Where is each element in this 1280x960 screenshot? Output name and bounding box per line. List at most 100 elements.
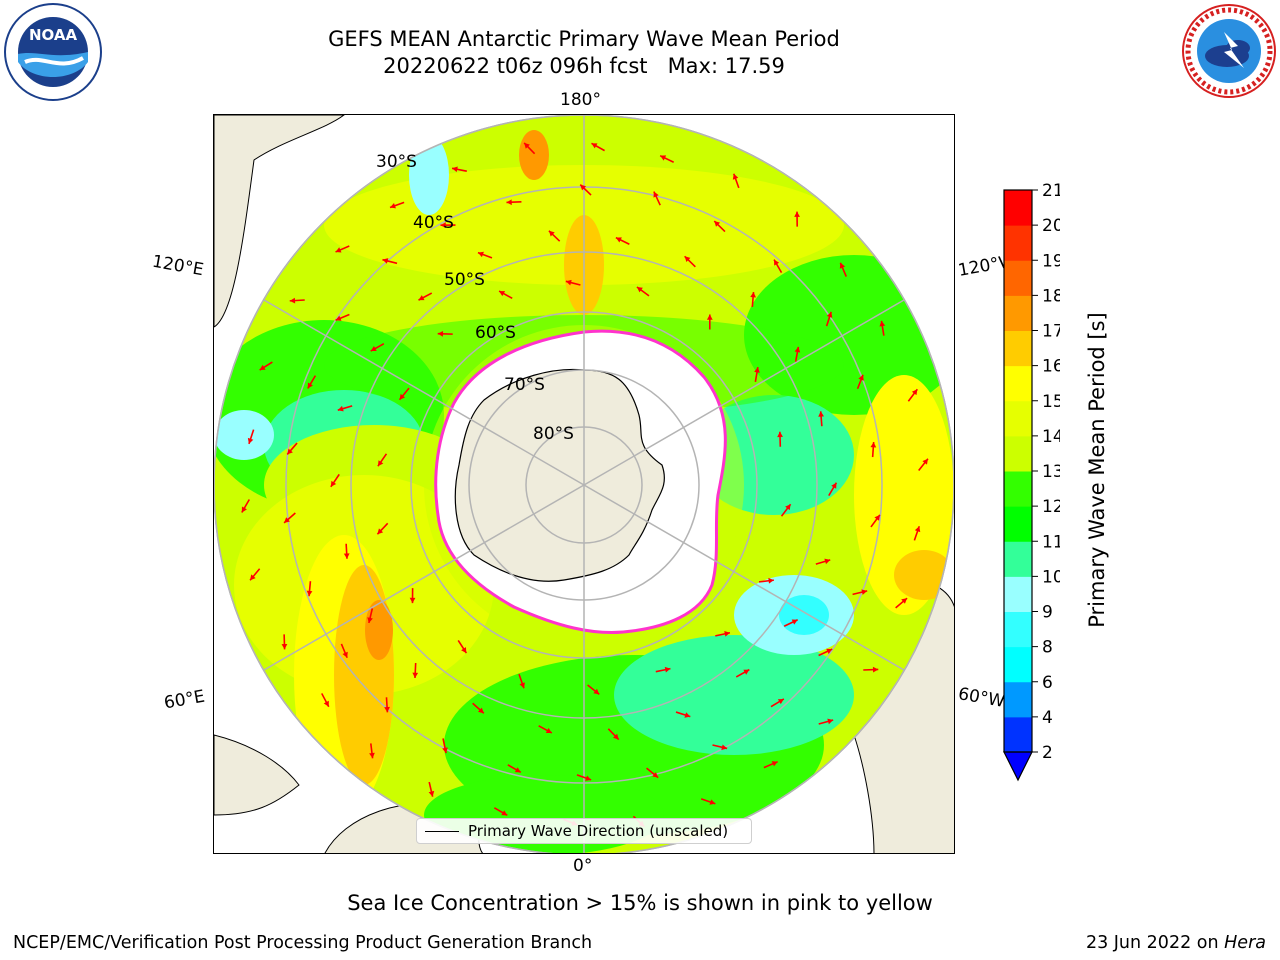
colorbar-bin <box>1004 716 1032 753</box>
colorbar-tick-label: 16 <box>1042 357 1060 377</box>
wave-arrow-head <box>818 411 824 417</box>
wave-arrow-head <box>289 297 296 304</box>
wave-arrow-head <box>428 790 435 797</box>
wave-arrow-head <box>548 230 555 237</box>
colorbar-bin <box>1004 541 1032 577</box>
wave-arrow-head <box>684 712 691 718</box>
colorbar-bin <box>1004 681 1032 718</box>
colorbar-tick-label: 19 <box>1042 251 1060 271</box>
colorbar-tick-label: 10 <box>1042 567 1060 587</box>
wave-arrow-head <box>343 553 350 559</box>
colorbar-bin <box>1004 330 1032 367</box>
wave-arrow-head <box>750 292 756 298</box>
wave-arrow-head <box>506 199 512 206</box>
chart-title: GEFS MEAN Antarctic Primary Wave Mean Pe… <box>328 27 840 51</box>
wave-arrow-head <box>714 221 721 227</box>
footer-date-text: 23 Jun 2022 on <box>1085 933 1225 953</box>
colorbar-tick-label: 14 <box>1042 427 1060 447</box>
wave-arrow-head <box>342 651 348 658</box>
wave-arrow-head <box>461 647 467 654</box>
wave-arrow-head <box>337 405 344 412</box>
noaa-logo: NOAA <box>4 3 102 101</box>
wave-arrow-head <box>653 191 659 198</box>
wave-arrow-head <box>922 458 928 465</box>
colorbar-bin <box>1004 506 1032 542</box>
wave-arrow-head <box>709 799 716 805</box>
wave-arrow-head <box>615 237 622 243</box>
wave-arrow-head <box>437 330 444 337</box>
colorbar-tick-label: 21 <box>1042 181 1060 201</box>
colorbar-tick-label: 11 <box>1042 532 1060 552</box>
wave-arrow-head <box>367 617 373 623</box>
wave-arrow-head <box>585 775 592 781</box>
wave-arrow-head <box>684 256 691 263</box>
wave-arrow-head <box>580 184 587 191</box>
wave-arrow-head <box>442 747 448 754</box>
wave-arrow-head <box>250 574 256 581</box>
wave-arrow-head <box>914 526 921 533</box>
colorbar-bin <box>1004 400 1032 437</box>
wave-arrow-head <box>732 173 739 180</box>
colorbar-tick-label: 6 <box>1042 673 1053 693</box>
footer-host: Hera <box>1224 933 1266 953</box>
chart-subtitle: 20220622 t06z 096h fcst Max: 17.59 <box>383 54 785 78</box>
wave-arrow-head <box>477 707 484 714</box>
lon-label-0: 0° <box>573 856 593 876</box>
colorbar-tick-label: 13 <box>1042 462 1060 482</box>
lat-label-50s: 50°S <box>444 270 485 290</box>
lat-label-40s: 40°S <box>413 213 454 233</box>
wave-arrow-head <box>323 700 329 707</box>
colorbar-tick-label: 18 <box>1042 286 1060 306</box>
wave-arrow-head <box>399 393 406 400</box>
map-panel <box>213 114 955 854</box>
wave-arrow-head <box>241 506 247 513</box>
wave-arrow-head <box>831 482 837 489</box>
wave-arrow-head <box>284 517 290 523</box>
wave-arrow-head <box>613 733 619 740</box>
colorbar-bin <box>1004 611 1032 648</box>
wave-arrow-head <box>335 247 342 253</box>
wave-arrow-head <box>382 258 389 264</box>
colorbar-bin <box>1004 295 1032 331</box>
wave-arrow-head <box>874 514 880 521</box>
wave-arrow-head <box>390 202 396 209</box>
colorbar-bin <box>1004 260 1032 296</box>
colorbar-bin <box>1004 365 1032 402</box>
wave-arrow-head <box>247 437 254 444</box>
colorbar-bin <box>1004 471 1032 507</box>
wave-arrow-head <box>636 286 643 293</box>
wave-arrow-head <box>901 598 908 604</box>
wave-arrow-head <box>477 251 484 258</box>
wave-arrow-head <box>706 314 713 320</box>
wave-arrow-head <box>499 291 506 297</box>
colorbar-bin <box>1004 646 1032 683</box>
wave-arrow-head <box>384 706 390 713</box>
wave-arrow-head <box>777 431 783 438</box>
legend-label: Primary Wave Direction (unscaled) <box>468 822 729 840</box>
colorbar-bin <box>1004 225 1032 261</box>
wave-arrow-head <box>418 295 425 301</box>
wave-arrow-head <box>768 577 774 584</box>
wave-arrow-head <box>652 772 659 778</box>
wave-arrow-head <box>827 718 834 725</box>
lat-label-70s: 70°S <box>504 375 545 395</box>
colorbar-tick-label: 4 <box>1042 708 1053 728</box>
wave-arrow-head <box>664 666 671 673</box>
wave-arrow-head <box>287 448 293 455</box>
noaa-logo-text: NOAA <box>29 26 78 44</box>
lat-label-80s: 80°S <box>533 424 574 444</box>
footer-credit: NCEP/EMC/Verification Post Processing Pr… <box>13 933 593 953</box>
colorbar-tick-label: 20 <box>1042 216 1060 236</box>
colorbar-tick-label: 8 <box>1042 638 1053 658</box>
wave-arrow-head <box>501 810 508 816</box>
colorbar-bin <box>1004 576 1032 612</box>
colorbar: 2 4 6 8 9 10 11 12 13 14 15 16 17 18 19 20 21 <box>1003 181 1060 782</box>
wave-arrow-head <box>826 311 833 318</box>
colorbar-tick-label: 9 <box>1042 603 1053 623</box>
lon-label-60e: 60°E <box>162 686 207 714</box>
nws-logo <box>1182 4 1276 98</box>
wave-direction-arrows <box>241 142 929 828</box>
wave-arrow-head <box>335 315 342 321</box>
wave-arrow-head <box>777 698 784 705</box>
wave-arrow-head <box>785 504 791 511</box>
